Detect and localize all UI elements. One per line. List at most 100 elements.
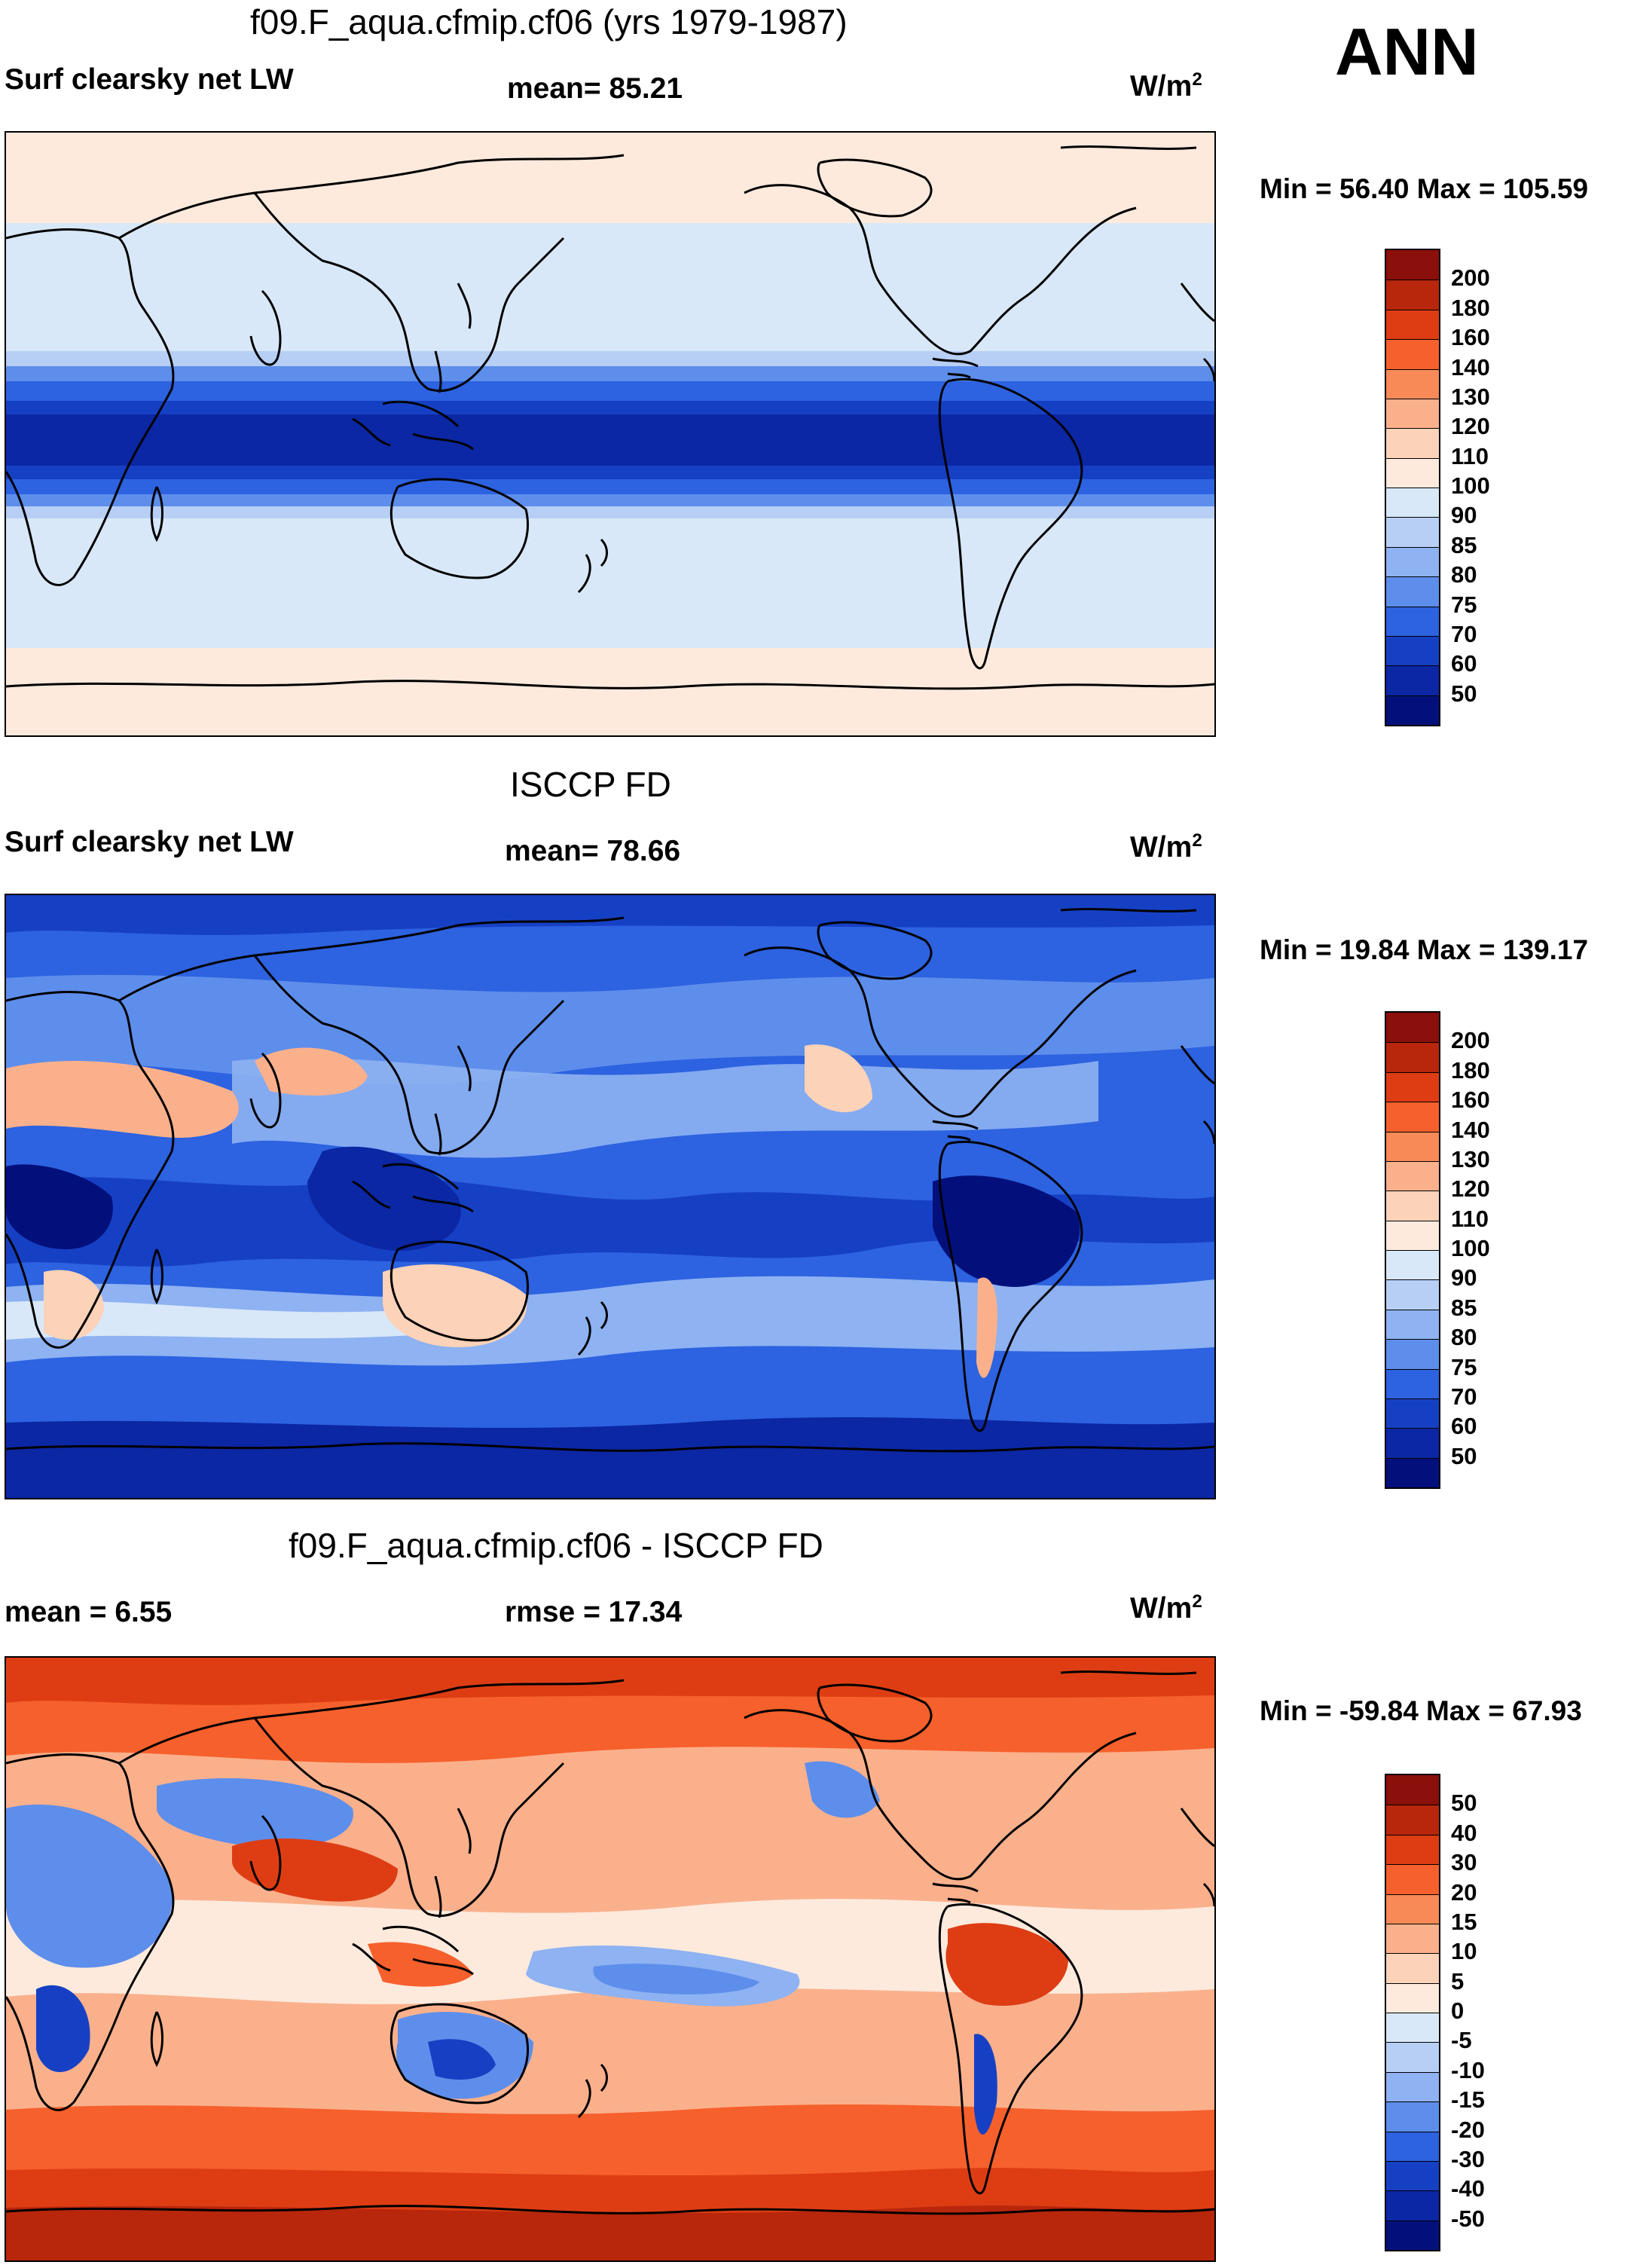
colorbar-tick-label: -5 — [1451, 2027, 1472, 2054]
colorbar-tick-label: 70 — [1451, 620, 1477, 647]
field-australia-deep — [428, 2039, 496, 2080]
colorbar-cell — [1386, 1309, 1439, 1340]
colorbar-tick-label: 130 — [1451, 383, 1490, 410]
colorbar-tick-label: 15 — [1451, 1908, 1477, 1935]
field-africa-deep — [36, 1985, 90, 2072]
colorbar-tick-label: 120 — [1451, 1175, 1490, 1203]
colorbar-cell — [1386, 309, 1439, 340]
colorbar-cell — [1386, 1982, 1439, 2013]
colorbar-cell — [1386, 665, 1439, 695]
colorbar-tick-label: 130 — [1451, 1145, 1490, 1172]
colorbar-tick-label: 75 — [1451, 591, 1477, 618]
panel-title: f09.F_aqua.cfmip.cf06 (yrs 1979-1987) — [250, 2, 848, 41]
colorbar-cell — [1386, 1368, 1439, 1398]
colorbar-cell — [1386, 1042, 1439, 1072]
field-antarctic — [6, 1417, 1214, 1498]
map-model — [5, 131, 1216, 737]
field-arctic — [6, 895, 1214, 935]
colorbar-cell — [1386, 1775, 1439, 1805]
field-indonesia-red — [368, 1942, 473, 1987]
colorbar-cell — [1386, 457, 1439, 488]
colorbar-cell — [1386, 1953, 1439, 1983]
colorbar-cell — [1386, 1864, 1439, 1894]
colorbar-tick-label: 180 — [1451, 1056, 1490, 1084]
colorbar-tick-label: 90 — [1451, 502, 1477, 529]
colorbar-cell — [1386, 576, 1439, 607]
colorbar-tick-label: 50 — [1451, 1790, 1477, 1817]
field-deep-tropics — [6, 1177, 1214, 1267]
field-amazon — [933, 1175, 1080, 1287]
field-pale-south-2 — [6, 1301, 458, 1340]
colorbar-cell — [1386, 517, 1439, 547]
colorbar-cell — [1386, 2013, 1439, 2043]
colorbar-cell — [1386, 428, 1439, 458]
colorbar-tick-label: 10 — [1451, 1938, 1477, 1965]
colorbar-cell — [1386, 1102, 1439, 1132]
colorbar-cell — [1386, 1013, 1439, 1043]
field-pale-south — [6, 1276, 1214, 1366]
colorbar-tick-label: 120 — [1451, 413, 1490, 440]
colorbar-tick-label: -50 — [1451, 2205, 1485, 2232]
colorbar-tick-label: 80 — [1451, 1324, 1477, 1351]
colorbar-tick-label: -30 — [1451, 2145, 1485, 2172]
colorbar-obs — [1385, 1011, 1440, 1489]
field-sw-usa — [805, 1044, 872, 1113]
colorbar-tick-label: 200 — [1451, 1027, 1490, 1054]
colorbar-tick-label: -40 — [1451, 2175, 1485, 2202]
colorbar-cell — [1386, 1457, 1439, 1487]
colorbar-cell — [1386, 280, 1439, 310]
colorbar-tick-label: 100 — [1451, 1235, 1490, 1261]
colorbar-tick-label: 40 — [1451, 1819, 1477, 1846]
colorbar-cell — [1386, 250, 1439, 280]
units-label: W/m2 — [1130, 69, 1202, 102]
field-na-blue — [805, 1761, 880, 1818]
colorbar-tick-label: 50 — [1451, 1442, 1477, 1469]
field-maritime-continent — [307, 1146, 461, 1251]
colorbar-cell — [1386, 695, 1439, 725]
rmse-label: rmse = 17.34 — [505, 1596, 683, 1628]
min-max-label: Min = 19.84 Max = 139.17 — [1260, 934, 1589, 965]
units-label: W/m2 — [1130, 1591, 1202, 1625]
mean-label: mean = 6.55 — [5, 1596, 173, 1628]
colorbar-tick-label: 110 — [1451, 442, 1489, 469]
field-africa-blue — [6, 1804, 173, 1968]
colorbar-tick-label: 90 — [1451, 1264, 1477, 1291]
field-atacama — [976, 1277, 997, 1378]
field-label: Surf clearsky net LW — [5, 63, 294, 96]
field-atacama-blue — [974, 2034, 997, 2135]
colorbar-tick-label: 60 — [1451, 650, 1477, 677]
colorbar-cell — [1386, 1923, 1439, 1954]
field-pacific-blue-core — [593, 1964, 759, 1994]
colorbar-cell — [1386, 2190, 1439, 2221]
colorbar-cell — [1386, 1071, 1439, 1102]
season-label: ANN — [1335, 14, 1479, 89]
colorbar-tick-label: 80 — [1451, 561, 1477, 588]
colorbar-tick-label: 110 — [1451, 1205, 1489, 1232]
colorbar-tick-label: 85 — [1451, 1294, 1477, 1321]
colorbar-cell — [1386, 2160, 1439, 2191]
colorbar-cell — [1386, 339, 1439, 369]
colorbar-tick-label: 5 — [1451, 1967, 1465, 1994]
map-obs — [5, 894, 1216, 1499]
colorbar-cell — [1386, 1279, 1439, 1310]
colorbar-cell — [1386, 2131, 1439, 2161]
colorbar-cell — [1386, 398, 1439, 429]
mean-label: mean= 85.21 — [507, 72, 683, 105]
colorbar-cell — [1386, 546, 1439, 577]
colorbar-cell — [1386, 1191, 1439, 1221]
colorbar-cell — [1386, 2042, 1439, 2072]
panel-title: ISCCP FD — [510, 765, 671, 804]
colorbar-tick-label: 160 — [1451, 1087, 1490, 1114]
map-field-core — [6, 414, 1214, 466]
colorbar-tick-label: 50 — [1451, 680, 1477, 707]
colorbar-tick-label: -15 — [1451, 2086, 1485, 2114]
colorbar-cell — [1386, 635, 1439, 666]
colorbar-tick-label: 20 — [1451, 1878, 1477, 1906]
colorbar-cell — [1386, 1805, 1439, 1835]
colorbar-cell — [1386, 1250, 1439, 1280]
field-light-band-north-2 — [232, 1057, 1098, 1158]
colorbar-tick-label: 75 — [1451, 1353, 1477, 1380]
field-south-darkred — [6, 2205, 1214, 2260]
map-diff — [5, 1656, 1216, 2262]
colorbar-tick-label: 100 — [1451, 472, 1490, 499]
